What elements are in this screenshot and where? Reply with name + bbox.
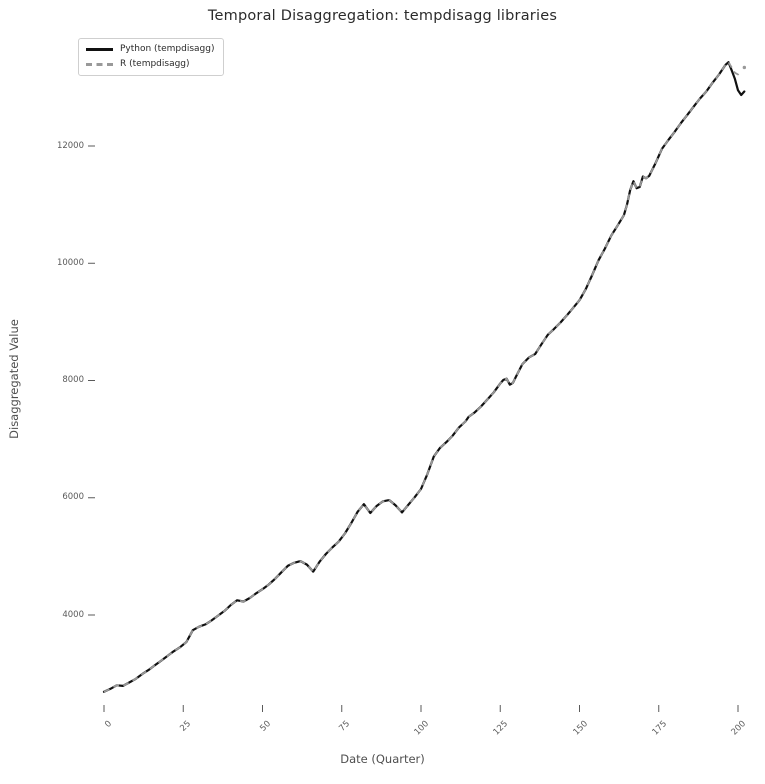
legend-item-python: Python (tempdisagg) xyxy=(86,44,214,55)
y-axis-label: Disaggregated Value xyxy=(7,319,21,439)
python-line-swatch-icon xyxy=(86,48,113,51)
y-tick-label: 6000 xyxy=(62,492,84,503)
r-series-end-marker xyxy=(742,65,747,70)
chart-title: Temporal Disaggregation: tempdisagg libr… xyxy=(207,8,558,24)
legend-label-r: R (tempdisagg) xyxy=(120,59,190,69)
x-axis-label: Date (Quarter) xyxy=(340,752,425,766)
y-tick-label: 8000 xyxy=(62,375,84,385)
y-tick-label: 12000 xyxy=(56,140,84,151)
y-tick-label: 10000 xyxy=(56,257,84,268)
r-series-line xyxy=(103,61,742,693)
legend: Python (tempdisagg) R (tempdisagg) xyxy=(78,38,225,76)
legend-label-python: Python (tempdisagg) xyxy=(120,44,215,54)
python-series-line xyxy=(102,61,746,693)
legend-item-r: R (tempdisagg) xyxy=(86,59,214,70)
y-tick-label: 4000 xyxy=(62,609,84,620)
r-line-swatch-icon xyxy=(86,63,113,66)
